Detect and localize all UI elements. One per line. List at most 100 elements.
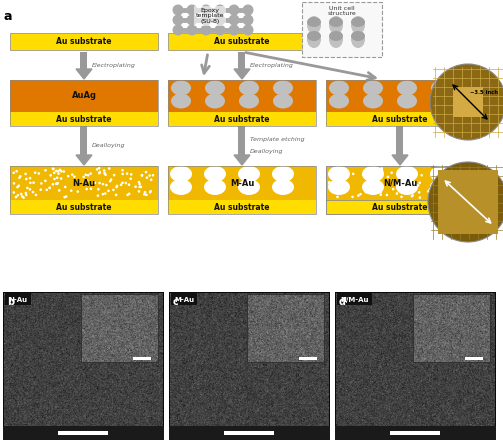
Ellipse shape (138, 186, 141, 188)
Ellipse shape (386, 176, 389, 178)
Circle shape (428, 162, 503, 242)
Ellipse shape (363, 93, 383, 109)
Ellipse shape (24, 173, 27, 175)
Bar (168, 112, 316, 126)
Ellipse shape (397, 93, 417, 109)
Ellipse shape (52, 183, 54, 186)
Ellipse shape (351, 17, 365, 27)
Ellipse shape (402, 186, 405, 189)
Ellipse shape (103, 172, 106, 174)
Ellipse shape (201, 4, 211, 16)
Bar (168, 200, 316, 214)
Ellipse shape (451, 194, 454, 197)
Ellipse shape (67, 175, 69, 178)
Ellipse shape (64, 186, 66, 188)
Ellipse shape (336, 172, 338, 175)
Ellipse shape (397, 81, 417, 96)
Ellipse shape (71, 174, 73, 176)
Ellipse shape (342, 178, 345, 181)
Ellipse shape (17, 194, 19, 197)
Ellipse shape (205, 81, 225, 96)
Ellipse shape (336, 196, 339, 198)
Ellipse shape (173, 24, 184, 36)
Ellipse shape (113, 174, 115, 176)
Ellipse shape (49, 174, 52, 177)
Ellipse shape (409, 176, 411, 178)
Ellipse shape (171, 81, 191, 96)
Ellipse shape (329, 31, 343, 41)
Ellipse shape (138, 183, 141, 186)
Ellipse shape (108, 167, 111, 170)
Bar (335, 292, 496, 440)
Text: AuAg: AuAg (71, 92, 97, 101)
Ellipse shape (140, 174, 143, 177)
Ellipse shape (443, 191, 446, 194)
Ellipse shape (56, 177, 58, 179)
Bar (326, 166, 474, 214)
Ellipse shape (201, 24, 211, 36)
Bar (169, 426, 330, 440)
Ellipse shape (238, 179, 260, 195)
Ellipse shape (170, 179, 192, 195)
Ellipse shape (462, 170, 464, 173)
Ellipse shape (120, 183, 122, 186)
Ellipse shape (437, 196, 439, 198)
Ellipse shape (332, 169, 334, 172)
Ellipse shape (214, 24, 225, 36)
Ellipse shape (411, 194, 414, 197)
Text: Au substrate: Au substrate (372, 202, 428, 211)
Ellipse shape (58, 189, 60, 192)
Bar (326, 200, 474, 214)
Ellipse shape (25, 194, 28, 196)
Ellipse shape (48, 186, 51, 189)
Ellipse shape (374, 171, 377, 174)
Bar (81, 294, 159, 363)
Ellipse shape (57, 170, 59, 173)
Bar (10, 33, 158, 50)
Ellipse shape (19, 175, 22, 178)
Ellipse shape (102, 193, 104, 195)
Ellipse shape (329, 17, 343, 27)
Ellipse shape (205, 93, 225, 109)
Bar (247, 294, 325, 363)
Ellipse shape (143, 193, 145, 196)
Ellipse shape (90, 187, 92, 190)
Ellipse shape (62, 170, 65, 173)
Ellipse shape (228, 4, 239, 16)
Ellipse shape (76, 190, 79, 193)
Ellipse shape (386, 194, 388, 196)
Ellipse shape (35, 194, 37, 196)
Bar (168, 166, 316, 214)
Text: Dealloying: Dealloying (250, 150, 284, 154)
Ellipse shape (138, 181, 140, 183)
Ellipse shape (150, 178, 152, 181)
Ellipse shape (459, 194, 462, 197)
Bar (3, 292, 164, 440)
Ellipse shape (228, 24, 239, 36)
Ellipse shape (340, 191, 343, 194)
Ellipse shape (427, 190, 430, 193)
Text: Au substrate: Au substrate (214, 114, 270, 124)
Ellipse shape (98, 172, 101, 174)
Ellipse shape (375, 178, 377, 180)
Ellipse shape (29, 182, 32, 184)
Ellipse shape (273, 93, 293, 109)
Ellipse shape (38, 172, 40, 175)
Ellipse shape (307, 30, 321, 48)
Bar (299, 357, 317, 360)
Ellipse shape (171, 93, 191, 109)
Ellipse shape (465, 186, 467, 188)
Text: Electroplating: Electroplating (92, 62, 136, 68)
Ellipse shape (86, 188, 88, 190)
Ellipse shape (48, 186, 51, 189)
Text: N-Au: N-Au (72, 178, 96, 187)
Ellipse shape (307, 31, 321, 41)
Bar (80, 126, 88, 155)
Ellipse shape (239, 81, 259, 96)
Ellipse shape (441, 167, 444, 170)
Ellipse shape (443, 183, 446, 186)
Ellipse shape (15, 196, 17, 198)
Ellipse shape (328, 181, 330, 183)
Ellipse shape (70, 190, 72, 192)
Ellipse shape (20, 193, 23, 195)
